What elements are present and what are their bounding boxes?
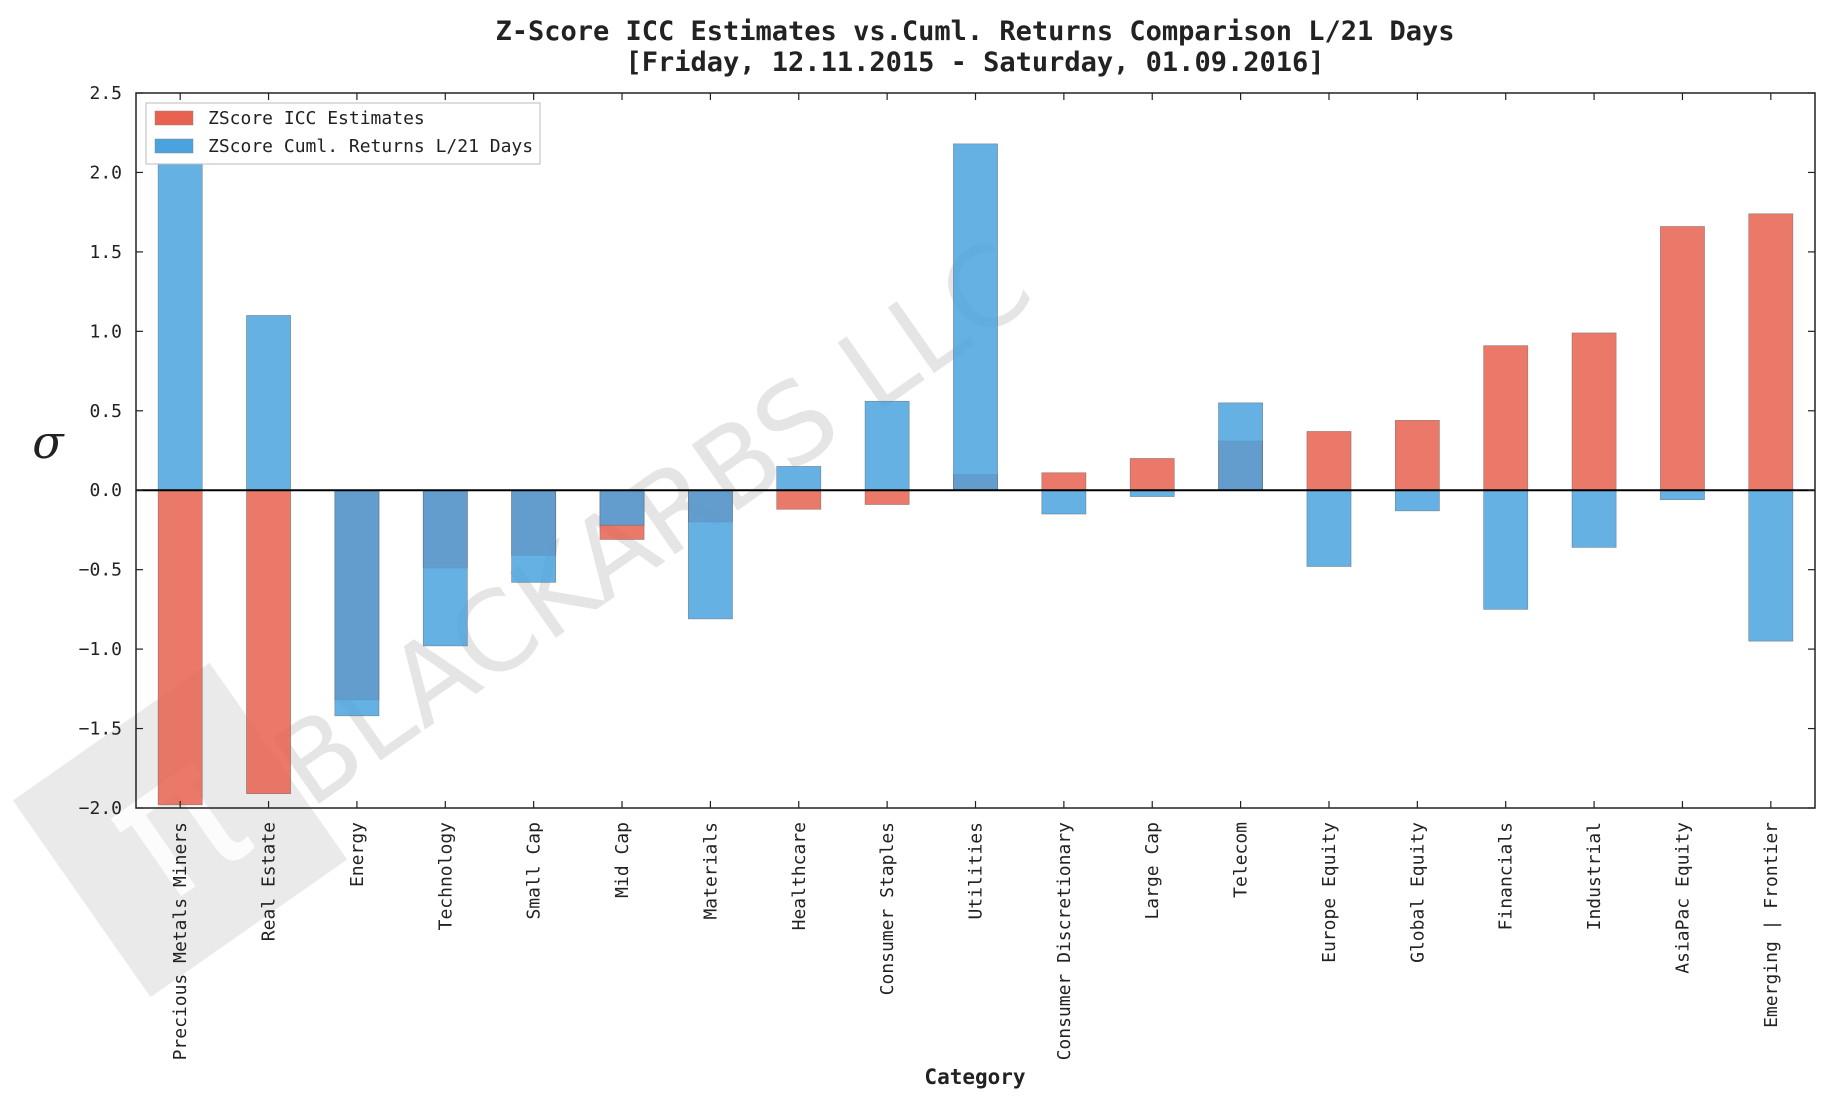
- bar-returns-utilities: [953, 143, 998, 491]
- bar-icc-industrial: [1571, 332, 1617, 491]
- bar-icc-consumer-discretionary: [1041, 472, 1087, 491]
- x-tick-label: Telecom: [1231, 822, 1252, 898]
- y-tick-label: 2.0: [89, 162, 122, 183]
- bars-layer: [157, 143, 1794, 806]
- legend-box: [145, 102, 541, 165]
- bar-returns-industrial: [1571, 489, 1617, 548]
- legend-swatch-returns: [154, 138, 194, 154]
- bar-returns-small-cap: [511, 489, 557, 583]
- x-tick-label: Consumer Staples: [877, 822, 898, 995]
- chart-title: Z-Score ICC Estimates vs.Cuml. Returns C…: [495, 16, 1454, 47]
- bar-returns-technology: [422, 489, 468, 647]
- bar-returns-materials: [687, 489, 733, 620]
- x-tick-label: Healthcare: [789, 822, 810, 930]
- bar-returns-precious-metals-miners: [157, 156, 203, 491]
- x-tick-label: Utilities: [966, 822, 987, 920]
- bar-returns-financials: [1483, 489, 1529, 610]
- bar-icc-europe-equity: [1306, 431, 1352, 491]
- x-tick-label: AsiaPac Equity: [1672, 822, 1693, 974]
- bar-returns-consumer-staples: [864, 400, 910, 491]
- chart-subtitle: [Friday, 12.11.2015 - Saturday, 01.09.20…: [626, 47, 1325, 78]
- y-tick-label: 2.5: [89, 83, 122, 104]
- legend-label-icc: ZScore ICC Estimates: [208, 108, 425, 129]
- bar-icc-global-equity: [1394, 420, 1440, 491]
- bar-icc-consumer-staples: [864, 489, 910, 505]
- bar-icc-emerging-frontier: [1748, 213, 1794, 491]
- x-tick-label: Mid Cap: [612, 822, 633, 898]
- x-tick-label: Large Cap: [1142, 822, 1163, 920]
- bar-returns-emerging-frontier: [1748, 489, 1794, 642]
- bar-icc-asiapac-equity: [1660, 226, 1705, 491]
- x-tick-label: Small Cap: [524, 822, 545, 920]
- y-tick-label: −0.5: [79, 560, 122, 581]
- y-tick-label: −2.0: [79, 798, 122, 819]
- x-tick-label: Emerging | Frontier: [1761, 822, 1782, 1028]
- y-tick-label: 0.5: [89, 401, 122, 422]
- y-tick-label: 0.0: [89, 480, 122, 501]
- bar-icc-healthcare: [776, 489, 822, 510]
- bar-icc-large-cap: [1129, 458, 1175, 491]
- y-axis-label: σ: [32, 415, 65, 469]
- bar-returns-mid-cap: [599, 489, 645, 526]
- bar-returns-energy: [334, 489, 380, 717]
- bar-returns-asiapac-equity: [1660, 489, 1705, 501]
- x-tick-label: Europe Equity: [1319, 822, 1340, 963]
- x-tick-label: Real Estate: [259, 822, 280, 941]
- y-tick-label: −1.5: [79, 719, 122, 740]
- x-tick-label: Precious Metals Miners: [170, 822, 191, 1060]
- y-tick-label: 1.0: [89, 321, 122, 342]
- legend: ZScore ICC Estimates ZScore Cuml. Return…: [145, 102, 541, 165]
- x-axis: Precious Metals Miners Real Estate Energy T…: [170, 93, 1782, 1060]
- x-axis-label: Category: [924, 1065, 1026, 1089]
- y-axis: 2.5 2.0 1.5 1.0 0.5 0.0 −0.5 −1.0 −1.5 −2.0: [79, 83, 1815, 819]
- bar-returns-healthcare: [776, 466, 822, 491]
- x-tick-label: Technology: [435, 822, 456, 931]
- x-tick-label: Financials: [1496, 822, 1517, 930]
- bar-returns-consumer-discretionary: [1041, 489, 1087, 515]
- bar-icc-financials: [1483, 345, 1529, 491]
- plot-frame: [135, 92, 1816, 809]
- bar-icc-precious-metals-miners: [157, 489, 203, 806]
- bar-returns-global-equity: [1394, 489, 1440, 512]
- x-tick-label: Global Equity: [1407, 822, 1428, 963]
- y-tick-label: 1.5: [89, 242, 122, 263]
- x-tick-label: Consumer Discretionary: [1054, 822, 1075, 1061]
- x-tick-label: Materials: [700, 822, 721, 920]
- x-tick-label: Energy: [347, 822, 368, 887]
- legend-swatch-icc: [154, 110, 194, 126]
- bar-returns-telecom: [1218, 402, 1263, 491]
- x-tick-label: Industrial: [1584, 822, 1605, 930]
- bar-returns-europe-equity: [1306, 489, 1352, 567]
- legend-label-returns: ZScore Cuml. Returns L/21 Days: [208, 136, 533, 157]
- y-tick-label: −1.0: [79, 639, 122, 660]
- bar-returns-real-estate: [246, 315, 291, 491]
- bar-icc-real-estate: [246, 489, 291, 795]
